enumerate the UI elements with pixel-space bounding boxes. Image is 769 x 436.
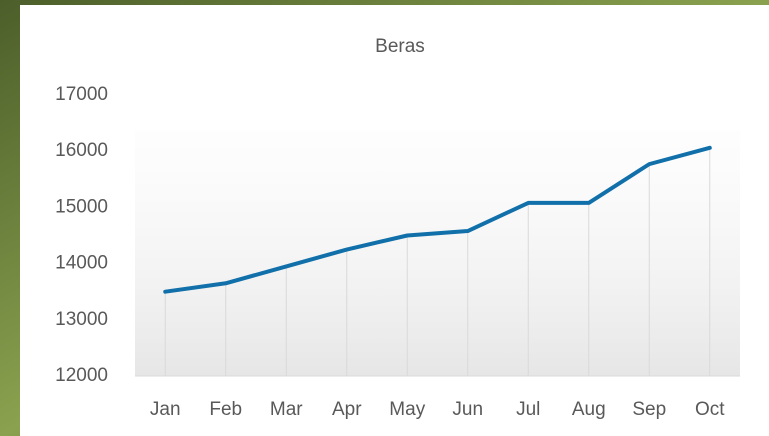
y-tick-label: 15000 xyxy=(55,196,108,217)
chart: Beras 12000 13000 14000 15000 16000 17000 Jan F… xyxy=(0,0,769,436)
x-tick-label: Oct xyxy=(695,399,725,420)
y-tick-label: 17000 xyxy=(55,84,108,105)
y-tick-label: 14000 xyxy=(55,253,108,274)
x-tick-label: Aug xyxy=(572,399,606,420)
chart-title: Beras xyxy=(375,36,425,57)
y-tick-label: 16000 xyxy=(55,140,108,161)
x-tick-label: Jul xyxy=(516,399,540,420)
x-tick-label: Jan xyxy=(150,399,181,420)
x-tick-label: Apr xyxy=(332,399,362,420)
x-tick-label: Mar xyxy=(270,399,303,420)
y-tick-label: 13000 xyxy=(55,309,108,330)
x-tick-label: Feb xyxy=(209,399,242,420)
x-tick-label: Jun xyxy=(452,399,483,420)
x-tick-label: May xyxy=(389,399,425,420)
y-tick-label: 12000 xyxy=(55,365,108,386)
x-tick-label: Sep xyxy=(632,399,666,420)
